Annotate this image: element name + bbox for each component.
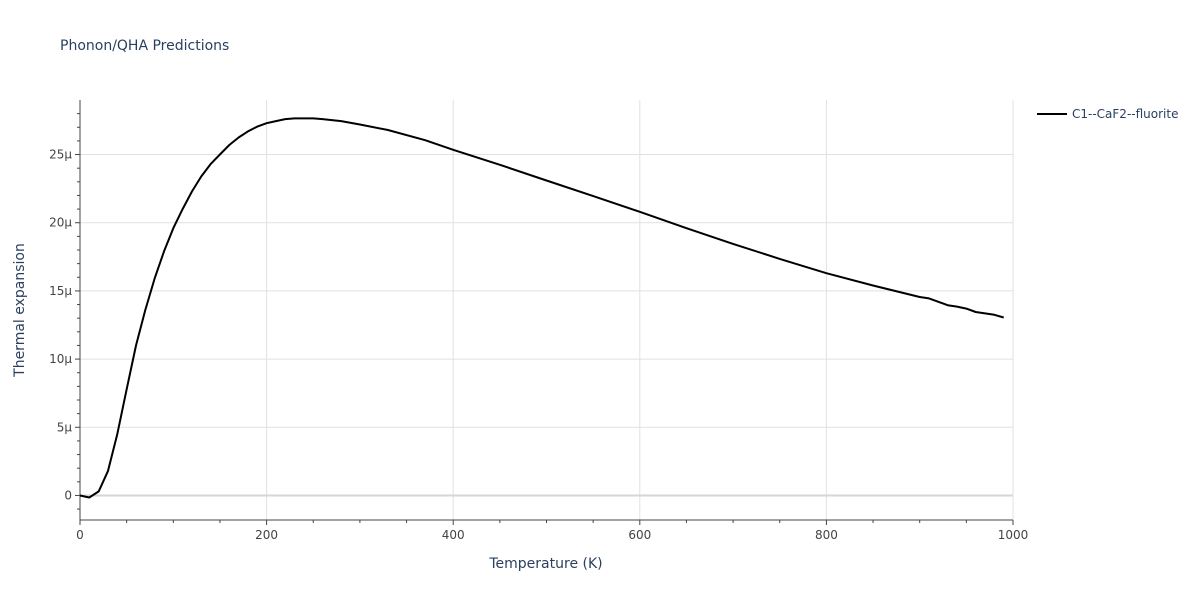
series-layer <box>79 117 1004 499</box>
x-tick-label: 1000 <box>998 528 1029 542</box>
y-tick-label: 20μ <box>49 216 72 230</box>
y-tick-label: 15μ <box>49 284 72 298</box>
x-tick-label: 600 <box>628 528 651 542</box>
x-tick-label: 200 <box>255 528 278 542</box>
legend[interactable]: C1--CaF2--fluorite <box>1037 107 1178 121</box>
y-tick-label: 5μ <box>57 420 73 434</box>
chart-title: Phonon/QHA Predictions <box>60 38 229 54</box>
y-tick-label: 25μ <box>49 148 72 162</box>
x-axis-label: Temperature (K) <box>488 556 602 572</box>
gridlines <box>80 100 1014 520</box>
y-axis-label: Thermal expansion <box>12 243 28 378</box>
y-tick-label: 10μ <box>49 352 72 366</box>
x-tick-label: 0 <box>76 528 84 542</box>
legend-item-label: C1--CaF2--fluorite <box>1072 107 1178 121</box>
axes: 0 200 400 600 800 1000 0 5μ 10μ 15μ 20μ 25μ <box>49 100 1028 542</box>
x-tick-label: 400 <box>442 528 465 542</box>
x-tick-label: 800 <box>815 528 838 542</box>
series-line <box>79 117 1004 499</box>
y-tick-label: 0 <box>64 488 72 502</box>
